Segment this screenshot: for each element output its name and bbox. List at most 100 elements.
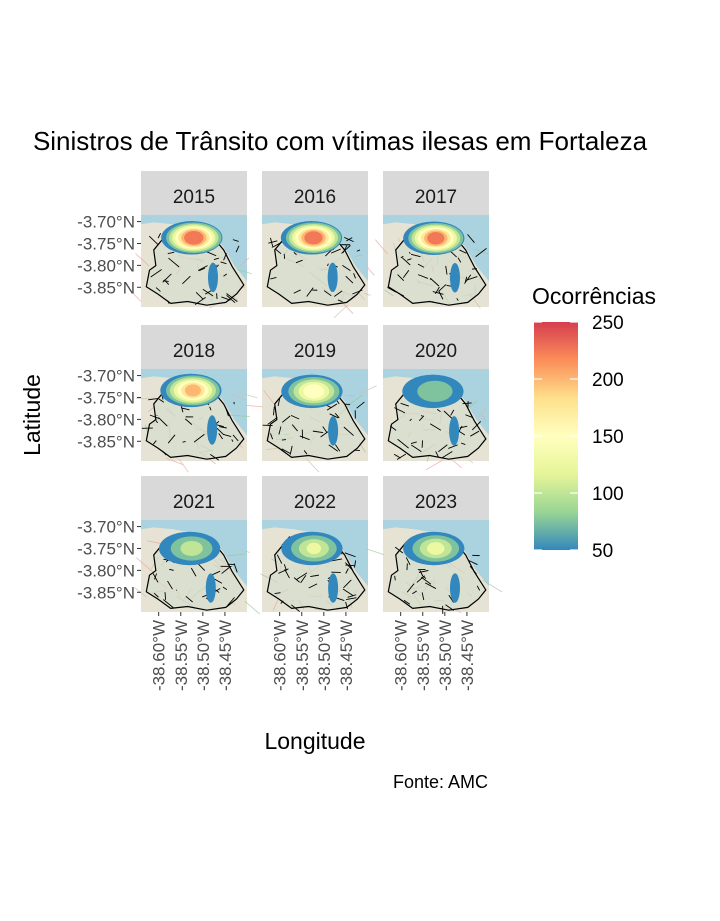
y-tick-label: -3.75°N	[77, 234, 135, 253]
facet-strip-label: 2021	[173, 492, 215, 513]
facet-panel-2019: 2019	[244, 325, 377, 473]
density-south-lobe	[449, 416, 460, 446]
density-south-lobe	[205, 573, 216, 603]
basemap-ocean	[141, 520, 247, 587]
facet-panel-2021: 2021 -3.70°N -3.75°N -3.80°N -3.85°N -38.60°W…	[77, 476, 260, 691]
chart-title: Sinistros de Trânsito com vítimas ilesas…	[33, 126, 648, 156]
caption: Fonte: AMC	[393, 772, 488, 792]
facet-strip-label: 2022	[294, 492, 336, 513]
facet-strip	[262, 171, 368, 215]
x-axis-title: Longitude	[264, 728, 365, 754]
density-south-lobe	[207, 262, 218, 293]
density-level-225	[304, 231, 323, 245]
basemap-ocean	[141, 215, 247, 282]
facet-strip	[383, 476, 489, 520]
facet-panel-2023: 2023 -38.60°W -38.55°W -38.50°W -38.45°W	[366, 476, 503, 691]
density-contours	[403, 531, 465, 603]
y-tick-label: -3.80°N	[77, 561, 135, 580]
legend-title: Ocorrências	[532, 283, 656, 309]
y-tick-label: -3.70°N	[77, 213, 135, 232]
basemap-ocean	[383, 215, 489, 282]
facet-panel-2015: 2015 -3.70°N -3.75°N -3.80°N -3.85°N	[77, 171, 252, 309]
density-level-75	[417, 380, 453, 402]
density-level-200	[184, 384, 201, 397]
facet-strip-label: 2018	[173, 341, 215, 362]
density-south-lobe	[449, 573, 460, 603]
x-tick-label: -38.50°W	[315, 620, 334, 691]
x-tick-label: -38.60°W	[392, 620, 411, 691]
density-level-125	[427, 542, 445, 555]
facet-strip-label: 2023	[415, 492, 457, 513]
basemap-ocean	[141, 369, 247, 436]
y-tick-label: -3.80°N	[77, 256, 135, 275]
facet-strip-label: 2017	[415, 187, 457, 208]
basemap-ocean	[262, 369, 368, 436]
facet-strip	[141, 171, 247, 215]
basemap-ocean	[262, 520, 368, 587]
x-tick-label: -38.45°W	[216, 620, 235, 691]
facet-panel-2017: 2017	[375, 171, 489, 309]
density-level-225	[184, 230, 204, 245]
x-tick-label: -38.60°W	[271, 620, 290, 691]
facet-strip	[383, 325, 489, 369]
facet-strip-label: 2019	[294, 341, 336, 362]
x-tick-label: -38.60°W	[150, 620, 169, 691]
color-legend: Ocorrências 250 200 150 100 50	[532, 283, 656, 562]
density-south-lobe	[207, 415, 218, 445]
density-contours	[403, 221, 465, 293]
y-tick-label: -3.85°N	[77, 583, 135, 602]
density-south-lobe	[449, 263, 460, 293]
facet-panel-2018: 2018 -3.70°N -3.75°N -3.80°N -3.85°N	[77, 325, 258, 473]
density-level-100	[180, 540, 203, 556]
x-tick-label: -38.55°W	[172, 620, 191, 691]
facet-strip-label: 2016	[294, 187, 336, 208]
y-tick-label: -3.85°N	[77, 432, 135, 451]
facet-strip	[262, 325, 368, 369]
x-tick-label: -38.55°W	[293, 620, 312, 691]
legend-break-label: 100	[592, 484, 624, 505]
y-tick-label: -3.75°N	[77, 388, 135, 407]
basemap-ocean	[383, 369, 489, 436]
x-tick-label: -38.55°W	[414, 620, 433, 691]
facet-strip	[141, 325, 247, 369]
legend-break-label: 50	[592, 541, 613, 562]
basemap-ocean	[383, 520, 489, 587]
legend-break-label: 200	[592, 370, 624, 391]
density-south-lobe	[328, 573, 339, 603]
facet-panel-2016: 2016	[262, 171, 375, 319]
density-south-lobe	[327, 262, 338, 293]
density-contours	[402, 374, 464, 446]
y-tick-label: -3.85°N	[77, 278, 135, 297]
x-tick-label: -38.45°W	[337, 620, 356, 691]
density-south-lobe	[328, 416, 339, 446]
density-contours	[281, 374, 343, 446]
y-tick-label: -3.70°N	[77, 518, 135, 537]
facet-strip-label: 2015	[173, 187, 215, 208]
density-contours	[158, 531, 221, 603]
y-axis-title: Latitude	[19, 374, 45, 456]
x-tick-label: -38.50°W	[194, 620, 213, 691]
facet-panels: 2015 -3.70°N -3.75°N -3.80°N -3.85°N 2016 2017…	[77, 171, 503, 691]
x-tick-label: -38.45°W	[458, 620, 477, 691]
density-contours	[160, 373, 222, 445]
facet-strip	[141, 476, 247, 520]
facet-strip	[383, 171, 489, 215]
density-level-225	[427, 231, 445, 245]
x-tick-label: -38.50°W	[436, 620, 455, 691]
density-contours	[280, 221, 343, 293]
facet-panel-2022: 2022 -38.60°W -38.55°W -38.50°W -38.45°W	[260, 476, 368, 691]
y-tick-label: -3.80°N	[77, 410, 135, 429]
y-tick-label: -3.70°N	[77, 367, 135, 386]
density-contours	[161, 221, 223, 293]
density-level-125	[306, 542, 322, 555]
basemap-ocean	[262, 215, 368, 282]
density-contours	[281, 531, 343, 603]
legend-break-label: 150	[592, 427, 624, 448]
facet-panel-2020: 2020	[383, 325, 489, 471]
y-tick-label: -3.75°N	[77, 539, 135, 558]
density-level-150	[303, 384, 325, 399]
legend-break-label: 250	[592, 313, 624, 334]
facet-strip-label: 2020	[415, 341, 457, 362]
